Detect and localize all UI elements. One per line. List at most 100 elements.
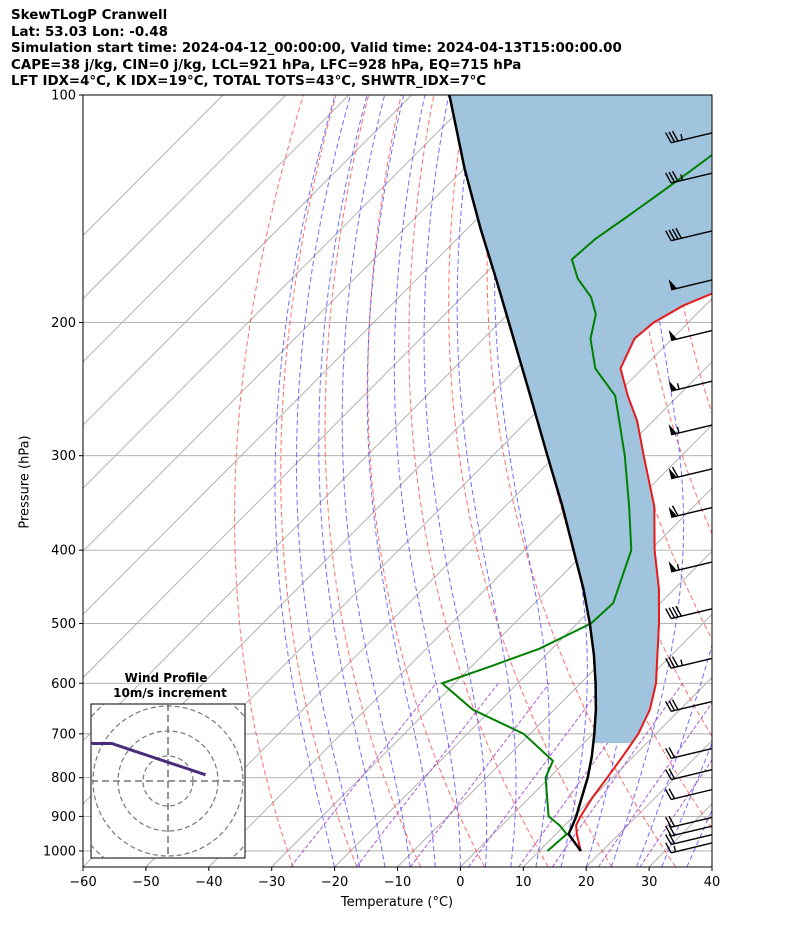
isotherm-line <box>83 95 287 300</box>
wind-barb <box>665 788 713 801</box>
wind-barb <box>665 699 713 713</box>
hodograph-trace <box>91 741 206 777</box>
barb-shaft <box>670 833 713 846</box>
barb-feather <box>665 816 672 828</box>
isotherm-line <box>522 676 712 867</box>
isotherm-line <box>271 424 712 867</box>
index-line: LFT IDX=4°C, K IDX=19°C, TOTAL TOTS=43°C… <box>11 74 487 90</box>
isotherm-line <box>83 95 601 616</box>
x-tick-label: −20 <box>321 875 348 890</box>
barb-pennant <box>668 424 677 435</box>
moist-adiabat <box>636 95 712 867</box>
y-tick-label: 400 <box>51 544 76 559</box>
barb-shaft <box>670 424 713 436</box>
barb-pennant <box>668 279 677 290</box>
x-tick-label: −10 <box>384 875 411 890</box>
barb-feather <box>665 825 672 837</box>
x-tick-label: −30 <box>258 875 285 890</box>
barb-feather <box>675 227 682 239</box>
wind-barb <box>665 842 713 854</box>
x-tick-label: 10 <box>515 875 532 890</box>
barb-feather <box>665 657 672 669</box>
x-axis-label: Temperature (°C) <box>340 895 454 910</box>
y-tick-label: 1000 <box>43 844 76 859</box>
x-tick-label: 40 <box>704 875 721 890</box>
isotherm-line <box>83 95 350 363</box>
moist-adiabat <box>456 95 517 867</box>
moist-adiabat <box>366 95 436 867</box>
isotherm-line <box>460 613 712 867</box>
barb-pennant <box>668 561 677 572</box>
barb-feather <box>665 789 672 800</box>
wind-barb <box>665 605 713 620</box>
wind-barbs <box>665 130 713 854</box>
dry-adiabat <box>234 95 304 867</box>
isotherm-line <box>83 95 413 426</box>
y-tick-label: 100 <box>51 89 76 104</box>
wind-barb <box>668 380 713 392</box>
y-tick-label: 600 <box>51 677 76 692</box>
barb-feather <box>665 842 672 854</box>
barb-feather <box>665 132 672 144</box>
data-layer <box>440 95 712 852</box>
y-tick-label: 200 <box>51 316 76 331</box>
wind-barb <box>665 170 713 184</box>
barb-pennant <box>668 506 677 518</box>
x-tick-label: −40 <box>195 875 222 890</box>
x-tick-label: −50 <box>132 875 159 890</box>
dewpoint-line <box>440 153 712 852</box>
isotherm-line <box>145 298 712 867</box>
barb-feather <box>671 606 679 618</box>
barb-feather <box>668 788 676 799</box>
barb-half-feather <box>676 426 680 434</box>
inset-title: Wind Profile <box>125 671 208 685</box>
barb-pennant <box>668 329 677 341</box>
parcel-line <box>448 95 598 852</box>
barb-half-feather <box>676 383 680 390</box>
wind-barb <box>665 227 713 242</box>
barb-feather <box>671 130 679 142</box>
moist-adiabat <box>296 95 361 867</box>
wind-barb <box>665 747 713 760</box>
barb-feather <box>668 607 676 619</box>
dry-adiabat <box>448 95 613 867</box>
barb-half-feather <box>676 563 680 571</box>
dry-adiabat <box>760 95 794 867</box>
barb-half-feather <box>680 174 684 181</box>
barb-feather <box>668 824 676 836</box>
barb-feather <box>671 170 679 182</box>
moist-adiabat <box>610 95 685 867</box>
moist-adiabat <box>318 95 386 867</box>
barb-feather <box>665 834 672 845</box>
dry-adiabat <box>661 95 712 416</box>
isotherm-line <box>334 487 712 867</box>
barb-feather <box>668 171 676 183</box>
wind-barb <box>668 505 713 519</box>
barb-feather <box>671 656 679 667</box>
wind-barb <box>668 424 713 436</box>
barb-feather <box>665 748 672 759</box>
moist-adiabat <box>661 741 712 867</box>
isotherm-line <box>711 866 712 867</box>
dry-adiabat <box>486 95 677 867</box>
barb-feather <box>665 230 672 242</box>
barb-feather <box>665 608 672 619</box>
barb-feather <box>671 466 679 478</box>
barb-shaft <box>670 747 713 760</box>
moist-adiabat <box>274 95 336 867</box>
barb-feather <box>671 228 679 240</box>
axes: −60 −50 −40 −30 −20 −10 0 10 20 30 40 100 200 300 400 5… <box>43 89 720 891</box>
barb-shaft <box>670 279 713 291</box>
location-line: Lat: 53.03 Lon: -0.48 <box>11 24 168 40</box>
hodograph-inset: Wind Profile 10m/s increment <box>90 671 246 859</box>
barb-feather <box>668 229 676 241</box>
mixing-ratio-line <box>355 682 499 867</box>
x-tick-label: 0 <box>456 875 464 890</box>
mixing-ratio-line <box>468 683 605 867</box>
barb-pennant <box>668 380 677 392</box>
wind-barb <box>665 816 713 828</box>
barb-half-feather <box>673 845 677 852</box>
y-tick-label: 700 <box>51 727 76 742</box>
x-tick-label: 30 <box>641 875 658 890</box>
wind-barb <box>665 824 713 837</box>
